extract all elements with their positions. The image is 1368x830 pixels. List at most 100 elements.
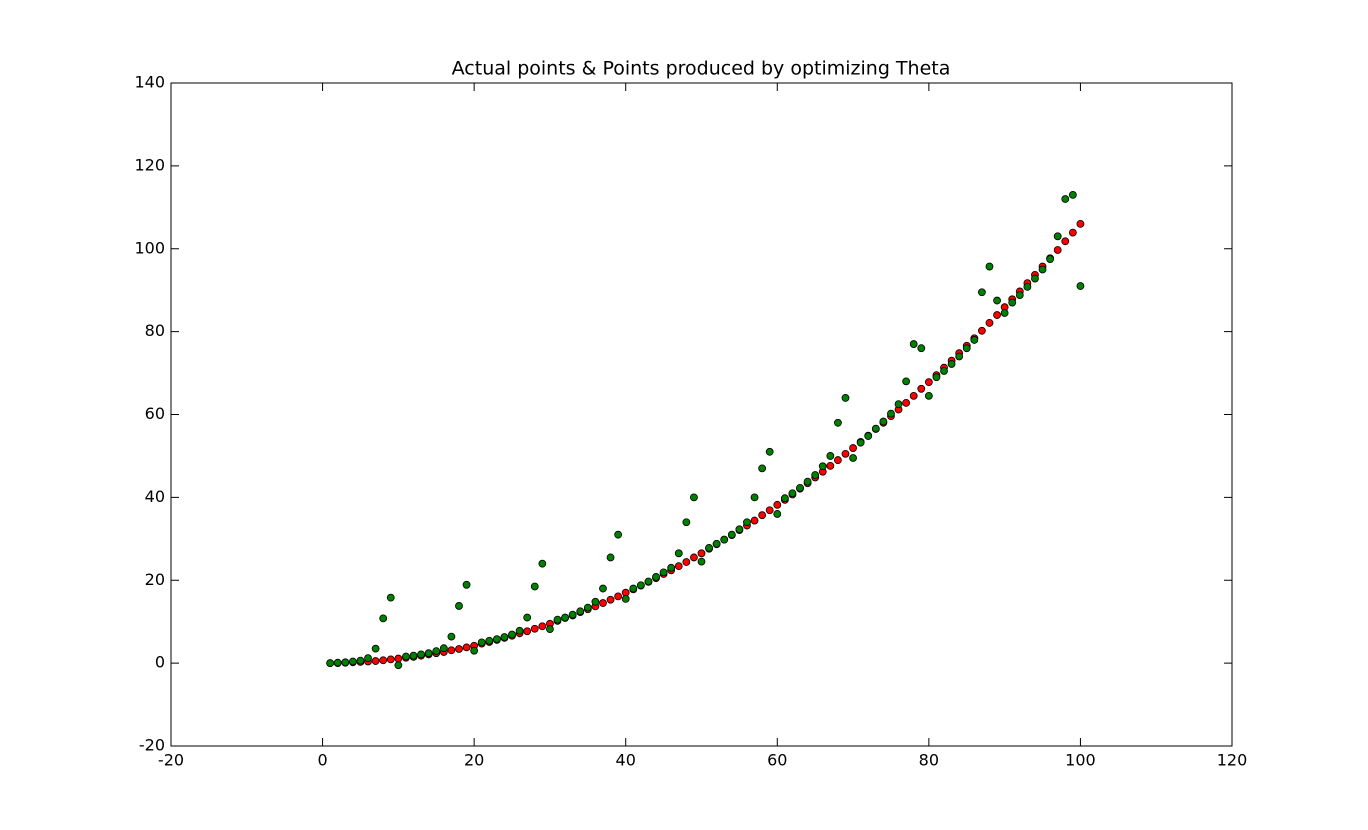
point <box>348 657 357 666</box>
point <box>758 464 767 473</box>
point <box>1068 228 1077 237</box>
point <box>455 645 463 653</box>
point <box>849 454 857 462</box>
point <box>1015 291 1024 300</box>
point <box>735 525 744 534</box>
point <box>1000 309 1009 317</box>
point <box>1068 190 1077 199</box>
point <box>629 584 638 593</box>
point <box>917 384 926 393</box>
point <box>538 622 547 631</box>
point <box>985 319 994 327</box>
point <box>674 562 683 571</box>
point <box>1031 274 1039 283</box>
point <box>333 658 342 667</box>
plot-area <box>326 190 1085 670</box>
point <box>932 373 941 382</box>
point <box>841 394 850 402</box>
point <box>818 462 827 471</box>
point <box>659 568 668 577</box>
point <box>606 553 615 562</box>
point <box>690 553 698 562</box>
point <box>492 635 501 643</box>
point <box>356 656 365 665</box>
point <box>417 650 425 659</box>
point <box>962 344 971 353</box>
point <box>500 633 509 641</box>
point <box>386 655 395 664</box>
point <box>447 646 456 655</box>
point <box>924 391 933 400</box>
point <box>576 607 585 616</box>
point <box>826 452 835 460</box>
point <box>462 643 471 652</box>
point <box>924 378 933 387</box>
y-tick-label: 120 <box>134 155 165 174</box>
point <box>530 624 539 633</box>
point <box>720 535 729 544</box>
point <box>644 577 653 586</box>
point <box>379 656 388 665</box>
point <box>546 625 554 634</box>
point <box>743 518 751 527</box>
x-tick-label: 60 <box>767 751 787 770</box>
point <box>523 627 532 636</box>
point <box>773 500 782 509</box>
point <box>993 311 1001 319</box>
point <box>697 549 706 558</box>
point <box>887 409 895 418</box>
point <box>477 638 486 647</box>
point <box>394 661 403 670</box>
x-tick-label: 40 <box>616 751 636 770</box>
point <box>765 506 774 515</box>
point <box>386 593 395 602</box>
point <box>834 418 842 427</box>
point <box>591 597 600 606</box>
point <box>530 582 539 591</box>
point <box>538 559 547 568</box>
point <box>902 377 911 386</box>
x-tick-label: -20 <box>158 751 184 770</box>
y-tick-label: 60 <box>145 404 165 423</box>
point <box>583 603 592 612</box>
point <box>1008 298 1017 307</box>
point <box>326 659 335 668</box>
point <box>871 424 880 433</box>
point <box>599 584 607 593</box>
point <box>1038 265 1047 274</box>
point <box>978 288 986 297</box>
point <box>985 262 994 271</box>
x-tick-label: 20 <box>464 751 484 770</box>
point <box>402 652 410 661</box>
x-tick-label: 0 <box>317 751 327 770</box>
point <box>909 340 918 348</box>
point <box>909 391 918 400</box>
point <box>447 632 456 641</box>
x-tick-label: 120 <box>1217 751 1248 770</box>
point <box>796 483 804 492</box>
point <box>917 344 926 353</box>
point <box>826 461 835 470</box>
point <box>947 360 956 368</box>
y-tick-label: -20 <box>139 736 165 755</box>
point <box>879 417 888 426</box>
y-tick-label: 80 <box>145 321 165 340</box>
point <box>682 518 691 527</box>
point <box>1076 282 1085 290</box>
y-tick-label: 40 <box>145 487 165 506</box>
point <box>1053 246 1062 254</box>
point <box>1076 219 1085 228</box>
y-tick-label: 20 <box>145 570 165 589</box>
point <box>849 444 857 452</box>
point <box>856 438 865 447</box>
y-tick-label: 0 <box>155 653 165 672</box>
point <box>803 477 812 486</box>
point <box>1061 237 1070 246</box>
point <box>674 549 683 558</box>
point <box>371 657 380 665</box>
chart-title: Actual points & Points produced by optim… <box>452 58 951 80</box>
point <box>432 647 441 656</box>
point <box>682 558 691 566</box>
